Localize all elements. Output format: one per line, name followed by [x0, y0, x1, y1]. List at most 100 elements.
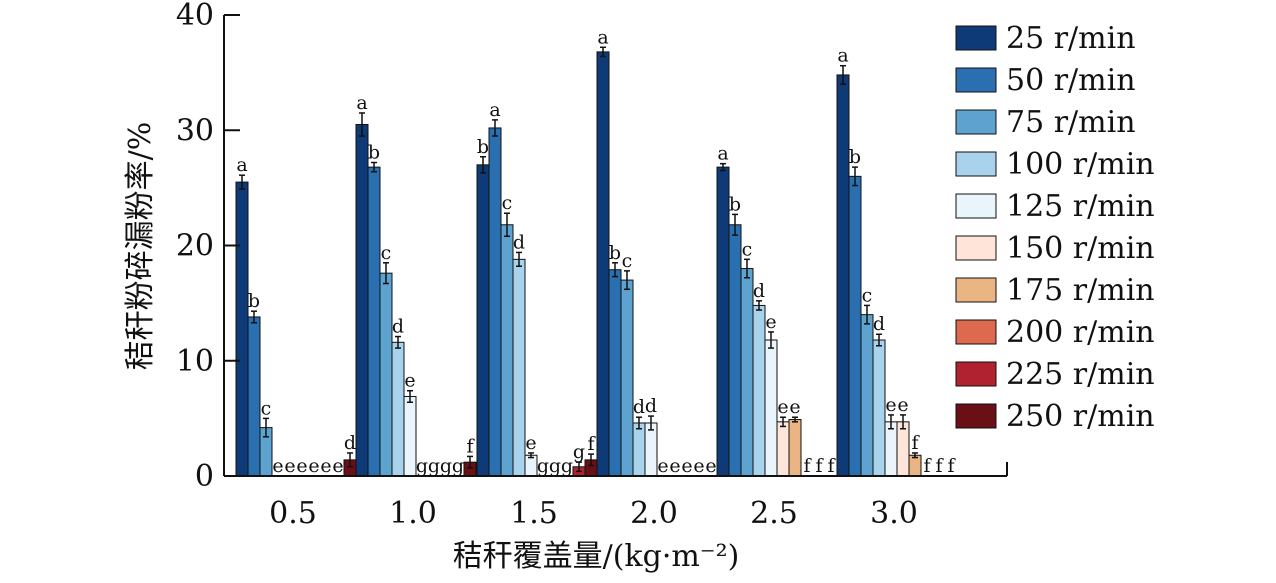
significance-label: b — [729, 193, 741, 215]
significance-label: e — [789, 396, 800, 418]
significance-label: e — [705, 455, 716, 477]
x-axis-title: 秸秆覆盖量/(kg·m⁻²) — [453, 539, 740, 574]
significance-label: b — [609, 242, 621, 264]
significance-label: g — [549, 455, 561, 477]
legend-swatch — [955, 193, 997, 219]
bar — [476, 164, 490, 477]
significance-label: f — [827, 455, 836, 477]
significance-label: g — [537, 455, 549, 477]
y-tick-label: 30 — [176, 113, 214, 148]
bar — [740, 268, 754, 477]
bar — [355, 123, 369, 477]
significance-label: e — [897, 394, 908, 416]
legend-label: 150 r/min — [1006, 231, 1155, 266]
y-ticks: 0 10 20 30 40 — [176, 0, 240, 494]
bar — [488, 127, 502, 477]
bar — [752, 304, 766, 477]
legend-label: 125 r/min — [1006, 189, 1155, 224]
bar — [608, 269, 622, 477]
significance-label: a — [489, 99, 500, 121]
significance-label: a — [236, 154, 247, 176]
significance-label: d — [873, 313, 885, 335]
bar — [379, 272, 393, 477]
significance-label: e — [765, 311, 776, 333]
significance-label: f — [911, 432, 920, 454]
y-tick-label: 20 — [176, 229, 214, 264]
significance-label: g — [561, 455, 573, 477]
bar — [391, 341, 405, 477]
legend-label: 75 r/min — [1006, 105, 1136, 140]
significance-label: g — [416, 455, 428, 477]
significance-label: c — [862, 284, 873, 306]
y-tick-label: 40 — [176, 0, 214, 33]
significance-label: f — [587, 433, 596, 455]
legend-label: 175 r/min — [1006, 273, 1155, 308]
significance-label: e — [284, 455, 295, 477]
significance-label: g — [452, 455, 464, 477]
significance-label: e — [693, 455, 704, 477]
bar — [764, 339, 778, 477]
legend-label: 100 r/min — [1006, 147, 1155, 182]
bar — [872, 339, 886, 477]
significance-label: d — [392, 316, 404, 338]
legend-swatch — [955, 25, 997, 51]
bar — [860, 314, 874, 477]
significance-label: c — [381, 242, 392, 264]
x-tick-label: 0.5 — [269, 496, 317, 531]
bar — [884, 421, 898, 477]
bar — [596, 51, 610, 477]
significance-label: f — [923, 455, 932, 477]
legend-label: 250 r/min — [1006, 399, 1155, 434]
significance-label: e — [885, 394, 896, 416]
legend-label: 25 r/min — [1006, 21, 1136, 56]
bar — [247, 316, 261, 477]
legend: 25 r/min 50 r/min 75 r/min 100 r/min 125 r/m… — [955, 21, 1155, 434]
significance-label: d — [633, 396, 645, 418]
bar — [367, 166, 381, 477]
legend-swatch — [955, 319, 997, 345]
bar — [728, 224, 742, 477]
bar — [896, 421, 910, 477]
significance-label: a — [837, 45, 848, 67]
bar — [836, 74, 850, 477]
y-tick-label: 10 — [176, 344, 214, 379]
significance-label: e — [272, 455, 283, 477]
legend-label: 200 r/min — [1006, 315, 1155, 350]
significance-label: d — [753, 280, 765, 302]
x-tick-label: 1.0 — [389, 496, 437, 531]
bar — [716, 166, 730, 477]
significance-label: c — [622, 250, 633, 272]
significance-label: c — [261, 397, 272, 419]
significance-label: b — [849, 146, 861, 168]
bar — [788, 419, 802, 477]
significance-label: b — [477, 136, 489, 158]
significance-label: e — [681, 455, 692, 477]
bar — [776, 421, 790, 477]
bar — [908, 454, 922, 477]
legend-swatch — [955, 235, 997, 261]
legend-swatch — [955, 403, 997, 429]
bars-layer — [235, 51, 922, 477]
significance-label: b — [368, 142, 380, 164]
significance-label: a — [717, 143, 728, 165]
bar — [524, 454, 538, 477]
significance-label: f — [815, 455, 824, 477]
legend-label: 225 r/min — [1006, 357, 1155, 392]
significance-label: d — [513, 231, 525, 253]
x-tick-label: 2.5 — [750, 496, 798, 531]
significance-label: g — [428, 455, 440, 477]
significance-label: a — [356, 92, 367, 114]
significance-label: d — [344, 432, 356, 454]
x-tick-label: 1.5 — [510, 496, 558, 531]
x-ticks: 0.5 1.0 1.5 2.0 2.5 3.0 — [269, 496, 918, 531]
y-tick-label: 0 — [195, 459, 214, 494]
significance-label: e — [308, 455, 319, 477]
bar — [644, 422, 658, 477]
significance-label: d — [645, 395, 657, 417]
significance-label: f — [466, 435, 475, 457]
legend-swatch — [955, 277, 997, 303]
bar — [848, 175, 862, 477]
significance-label: e — [777, 396, 788, 418]
